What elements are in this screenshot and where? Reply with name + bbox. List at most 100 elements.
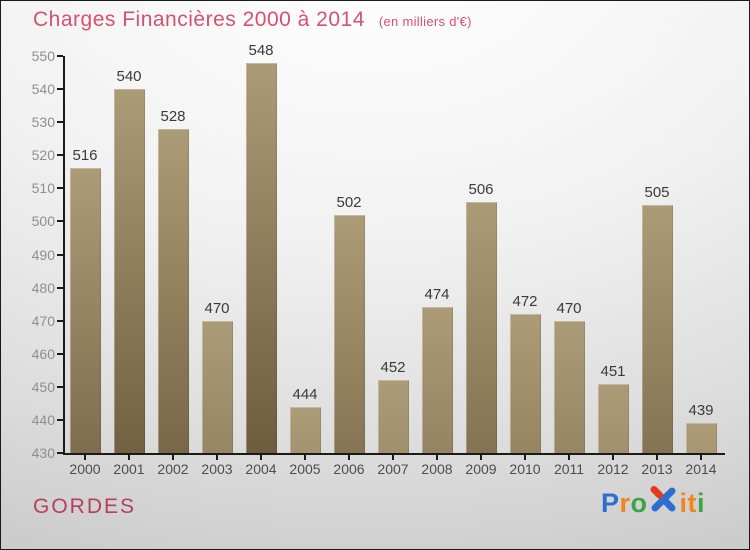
logo-letter: P (600, 487, 620, 518)
y-tick-mark (57, 121, 63, 124)
x-tick-mark (260, 455, 262, 460)
x-tick-label: 2011 (553, 461, 585, 477)
bar-value-label: 502 (336, 193, 362, 211)
bar-value-label: 505 (644, 183, 670, 201)
y-tick-label: 510 (31, 180, 55, 197)
x-tick-mark (524, 455, 526, 460)
bar (333, 214, 365, 453)
logo-letter: i (679, 487, 688, 518)
x-tick-label: 2005 (289, 461, 321, 477)
bar (597, 383, 629, 453)
bar (289, 406, 321, 453)
x-tick-label: 2014 (685, 461, 717, 477)
x-tick-mark (348, 455, 350, 460)
bar-value-label: 439 (688, 402, 714, 420)
place-label: GORDES (33, 495, 137, 518)
x-tick-label: 2001 (113, 461, 145, 477)
bar (685, 423, 717, 453)
y-tick-label: 530 (31, 114, 55, 131)
y-tick-mark (57, 418, 63, 421)
x-tick-mark (304, 455, 306, 460)
proxiti-logo: Pro iti (601, 485, 705, 521)
x-tick-mark (172, 455, 174, 460)
bar-value-label: 451 (600, 362, 626, 380)
bar (157, 128, 189, 453)
x-tick-label: 2010 (509, 461, 541, 477)
x-tick-label: 2006 (333, 461, 365, 477)
x-tick-mark (656, 455, 658, 460)
y-tick-mark (57, 385, 63, 388)
x-tick-mark (480, 455, 482, 460)
y-tick-mark (57, 55, 63, 57)
x-tick-mark (216, 455, 218, 460)
y-tick-label: 460 (31, 345, 55, 362)
chart-subtitle: (en milliers d'€) (378, 14, 472, 29)
x-tick-label: 2012 (597, 461, 629, 477)
bar (509, 314, 541, 453)
bar-value-label: 444 (292, 385, 318, 403)
x-tick-mark (84, 455, 86, 460)
x-tick-mark (612, 455, 614, 460)
logo-letter: r (619, 487, 631, 518)
y-tick-label: 470 (31, 312, 55, 329)
x-tick-label: 2004 (245, 461, 277, 477)
y-tick-label: 480 (31, 279, 55, 296)
chart-title-row: Charges Financières 2000 à 2014 (en mill… (33, 8, 472, 32)
y-tick-mark (57, 286, 63, 289)
y-tick-label: 440 (31, 411, 55, 428)
bar (201, 320, 233, 453)
bar-value-label: 470 (204, 299, 230, 317)
y-tick-label: 450 (31, 378, 55, 395)
x-tick-mark (568, 455, 570, 460)
bar (69, 168, 101, 453)
bar (113, 89, 145, 453)
logo-text-pre: Pro (601, 488, 648, 519)
bar-value-label: 548 (248, 41, 274, 59)
y-tick-label: 430 (31, 445, 55, 461)
x-tick-label: 2003 (201, 461, 233, 477)
y-tick-label: 490 (31, 246, 55, 263)
x-tick-label: 2000 (69, 461, 101, 477)
logo-text-post: iti (679, 488, 705, 519)
x-tick-mark (436, 455, 438, 460)
x-tick-mark (700, 455, 702, 460)
x-tick-label: 2007 (377, 461, 409, 477)
y-tick-mark (57, 319, 63, 322)
chart-title: Charges Financières 2000 à 2014 (33, 8, 365, 31)
logo-letter: t (687, 487, 697, 518)
bar-value-label: 506 (468, 180, 494, 198)
y-tick-mark (57, 253, 63, 256)
bar-value-label: 516 (72, 147, 98, 165)
y-tick-label: 550 (31, 48, 55, 64)
bar (465, 201, 497, 453)
logo-letter: o (630, 487, 648, 518)
x-tick-label: 2002 (157, 461, 189, 477)
y-tick-label: 520 (31, 147, 55, 164)
x-tick-label: 2008 (421, 461, 453, 477)
bar-value-label: 474 (424, 286, 450, 304)
y-tick-mark (57, 220, 63, 223)
bar-value-label: 452 (380, 359, 406, 377)
y-tick-mark (57, 352, 63, 355)
x-tick-mark (392, 455, 394, 460)
bar-value-label: 528 (160, 107, 186, 125)
plot-area (63, 56, 725, 455)
bar-value-label: 470 (556, 299, 582, 317)
bar-value-label: 540 (116, 68, 142, 86)
bar (553, 320, 585, 453)
y-tick-mark (57, 88, 63, 91)
logo-letter: i (696, 487, 705, 518)
y-tick-mark (57, 187, 63, 190)
bar (377, 380, 409, 453)
bar (421, 307, 453, 453)
y-tick-label: 540 (31, 81, 55, 98)
bar (641, 204, 673, 453)
y-tick-mark (57, 154, 63, 157)
y-tick-label: 500 (31, 213, 55, 230)
x-tick-label: 2009 (465, 461, 497, 477)
bar (245, 62, 277, 453)
logo-x-icon (648, 485, 678, 521)
y-tick-mark (57, 452, 63, 454)
x-tick-label: 2013 (641, 461, 673, 477)
